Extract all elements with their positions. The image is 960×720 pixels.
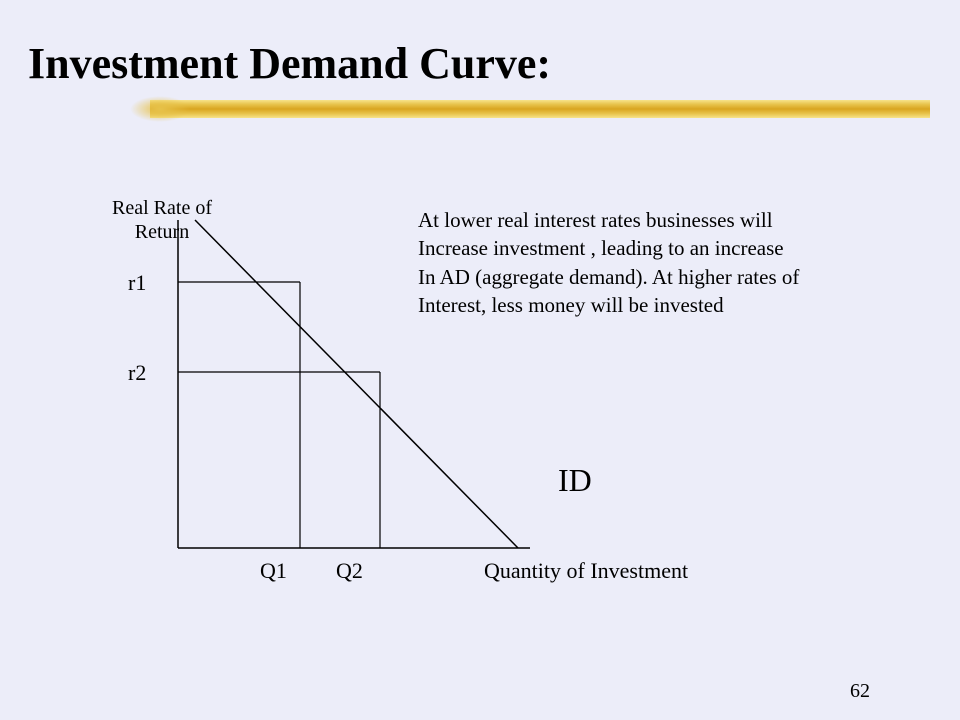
q1-label: Q1	[260, 558, 287, 584]
r2-label: r2	[128, 360, 146, 386]
x-axis-label: Quantity of Investment	[484, 558, 688, 584]
r1-label: r1	[128, 270, 146, 296]
q2-label: Q2	[336, 558, 363, 584]
page-number: 62	[850, 680, 870, 703]
description-text: At lower real interest rates businesses …	[418, 206, 938, 319]
curve-label: ID	[558, 462, 592, 499]
slide: Investment Demand Curve: Real Rate ofRet…	[0, 0, 960, 720]
y-axis-label: Real Rate ofReturn	[92, 196, 232, 244]
